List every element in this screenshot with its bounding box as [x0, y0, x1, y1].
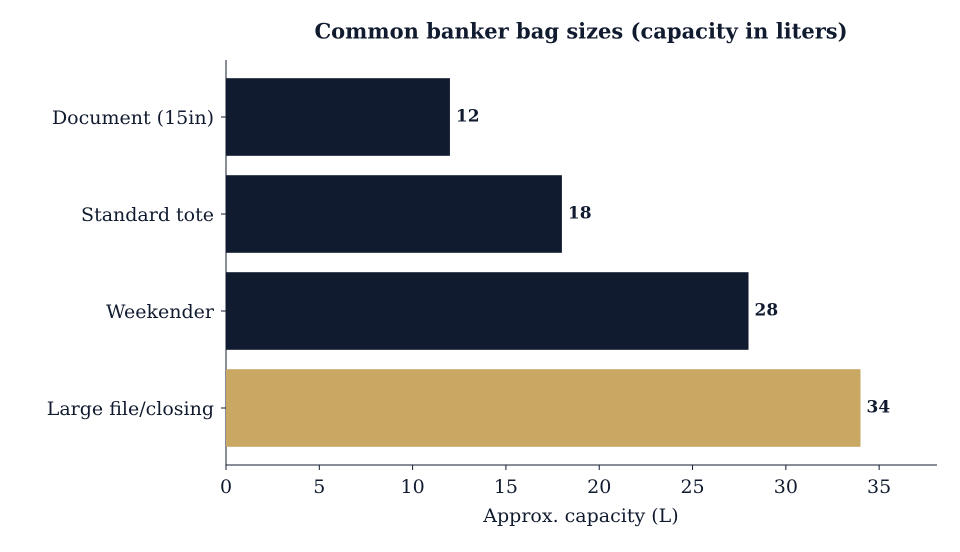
bar: [226, 78, 450, 156]
value-label: 12: [456, 107, 480, 127]
y-tick-label: Weekender: [106, 301, 215, 323]
x-tick-label: 35: [867, 476, 891, 498]
value-label: 34: [866, 398, 890, 418]
x-tick-label: 0: [220, 476, 232, 498]
x-tick-label: 15: [494, 476, 518, 498]
value-label: 18: [568, 204, 592, 224]
x-tick-label: 5: [313, 476, 325, 498]
value-label: 28: [755, 301, 779, 321]
bar: [226, 175, 562, 253]
x-tick-label: 20: [587, 476, 611, 498]
y-tick-label: Document (15in): [52, 107, 214, 129]
x-axis-label: Approx. capacity (L): [482, 505, 678, 527]
y-tick-label: Standard tote: [81, 204, 214, 226]
bar: [226, 272, 749, 350]
bar: [226, 369, 861, 447]
chart-title: Common banker bag sizes (capacity in lit…: [314, 19, 847, 44]
x-tick-label: 10: [401, 476, 425, 498]
y-tick-label: Large file/closing: [47, 398, 214, 420]
x-tick-label: 30: [774, 476, 798, 498]
x-tick-label: 25: [680, 476, 704, 498]
